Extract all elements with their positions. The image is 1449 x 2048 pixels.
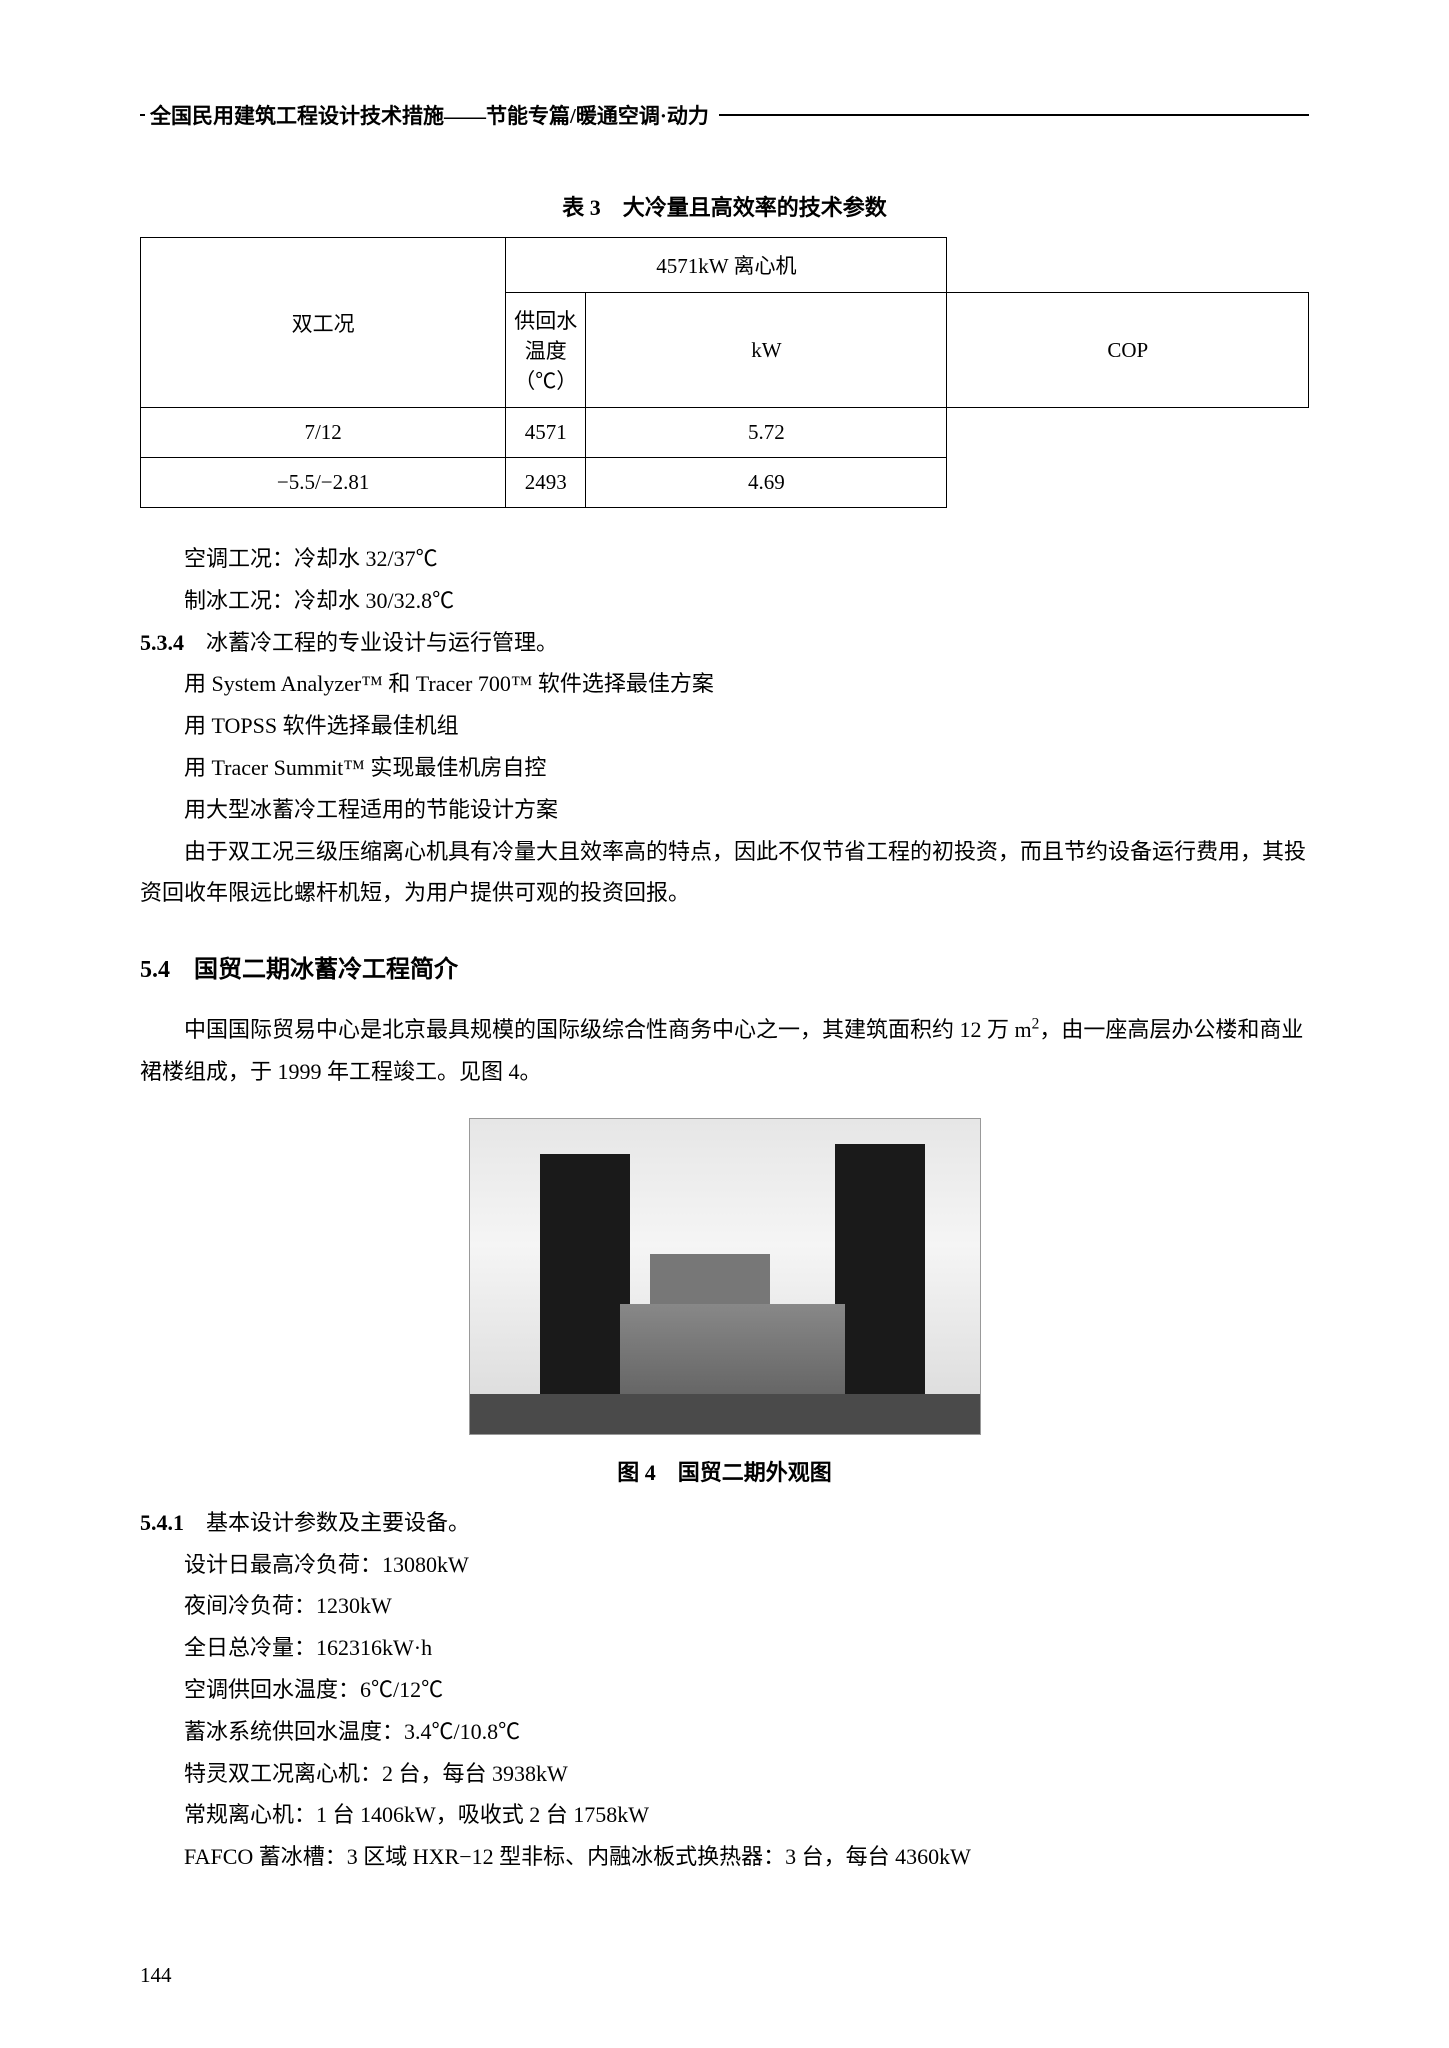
param-8: FAFCO 蓄冰槽：3 区域 HXR−12 型非标、内融冰板式换热器：3 台，每… xyxy=(140,1836,1309,1878)
page-header: 全国民用建筑工程设计技术措施——节能专篇/暖通空调·动力 xyxy=(140,100,1309,130)
para-sw1: 用 System Analyzer™ 和 Tracer 700™ 软件选择最佳方… xyxy=(140,663,1309,705)
para-cond1: 空调工况：冷却水 32/37℃ xyxy=(140,538,1309,580)
foreground xyxy=(470,1394,980,1434)
tower-right xyxy=(835,1144,925,1394)
section-541: 5.4.1 基本设计参数及主要设备。 xyxy=(140,1502,1309,1544)
heading-54: 5.4 国贸二期冰蓄冷工程简介 xyxy=(140,949,1309,984)
table3-r2c2: 4571 xyxy=(506,408,586,458)
param-2: 夜间冷负荷：1230kW xyxy=(140,1585,1309,1627)
table3-caption: 表 3 大冷量且高效率的技术参数 xyxy=(140,190,1309,222)
page-number: 144 xyxy=(140,1963,172,1988)
figure-4-caption: 图 4 国贸二期外观图 xyxy=(140,1455,1309,1487)
label-541: 5.4.1 xyxy=(140,1510,184,1535)
para-summary: 由于双工况三级压缩离心机具有冷量大且效率高的特点，因此不仅节省工程的初投资，而且… xyxy=(140,831,1309,915)
table3-h2: 4571kW 离心机 xyxy=(506,238,947,293)
param-1: 设计日最高冷负荷：13080kW xyxy=(140,1544,1309,1586)
para-cond2: 制冰工况：冷却水 30/32.8℃ xyxy=(140,580,1309,622)
param-4: 空调供回水温度：6℃/12℃ xyxy=(140,1669,1309,1711)
table3-h1: 双工况 xyxy=(141,238,506,408)
para-sw2: 用 TOPSS 软件选择最佳机组 xyxy=(140,705,1309,747)
header-rule-right xyxy=(719,114,1309,116)
param-3: 全日总冷量：162316kW·h xyxy=(140,1627,1309,1669)
page: 全国民用建筑工程设计技术措施——节能专篇/暖通空调·动力 表 3 大冷量且高效率… xyxy=(0,0,1449,2048)
table3-r1c3: COP xyxy=(947,293,1309,408)
tower-left xyxy=(540,1154,630,1394)
table3-r3c2: 2493 xyxy=(506,458,586,508)
para-intro-a: 中国国际贸易中心是北京最具规模的国际级综合性商务中心之一，其建筑面积约 12 万… xyxy=(184,1017,1032,1042)
para-sw4: 用大型冰蓄冷工程适用的节能设计方案 xyxy=(140,789,1309,831)
section-534: 5.3.4 冰蓄冷工程的专业设计与运行管理。 xyxy=(140,622,1309,664)
title-541: 基本设计参数及主要设备。 xyxy=(184,1510,470,1535)
param-7: 常规离心机：1 台 1406kW，吸收式 2 台 1758kW xyxy=(140,1794,1309,1836)
podium-lower xyxy=(620,1304,845,1394)
table3-r1c1: 供回水温度（℃） xyxy=(506,293,586,408)
table3: 双工况 4571kW 离心机 供回水温度（℃） kW COP 7/12 4571… xyxy=(140,237,1309,508)
figure-4-image xyxy=(469,1118,981,1435)
table3-r2c1: 7/12 xyxy=(141,408,506,458)
para-sw3: 用 Tracer Summit™ 实现最佳机房自控 xyxy=(140,747,1309,789)
label-534: 5.3.4 xyxy=(140,630,184,655)
header-title: 全国民用建筑工程设计技术措施——节能专篇/暖通空调·动力 xyxy=(150,100,709,130)
param-5: 蓄冰系统供回水温度：3.4℃/10.8℃ xyxy=(140,1711,1309,1753)
title-534: 冰蓄冷工程的专业设计与运行管理。 xyxy=(184,630,558,655)
header-rule-left xyxy=(140,114,145,116)
figure-4: 图 4 国贸二期外观图 xyxy=(140,1118,1309,1487)
table3-r3c3: 4.69 xyxy=(586,458,947,508)
para-intro: 中国国际贸易中心是北京最具规模的国际级综合性商务中心之一，其建筑面积约 12 万… xyxy=(140,1009,1309,1093)
param-6: 特灵双工况离心机：2 台，每台 3938kW xyxy=(140,1753,1309,1795)
podium-upper xyxy=(650,1254,770,1304)
table3-r2c3: 5.72 xyxy=(586,408,947,458)
table3-r3c1: −5.5/−2.81 xyxy=(141,458,506,508)
table3-r1c2: kW xyxy=(586,293,947,408)
